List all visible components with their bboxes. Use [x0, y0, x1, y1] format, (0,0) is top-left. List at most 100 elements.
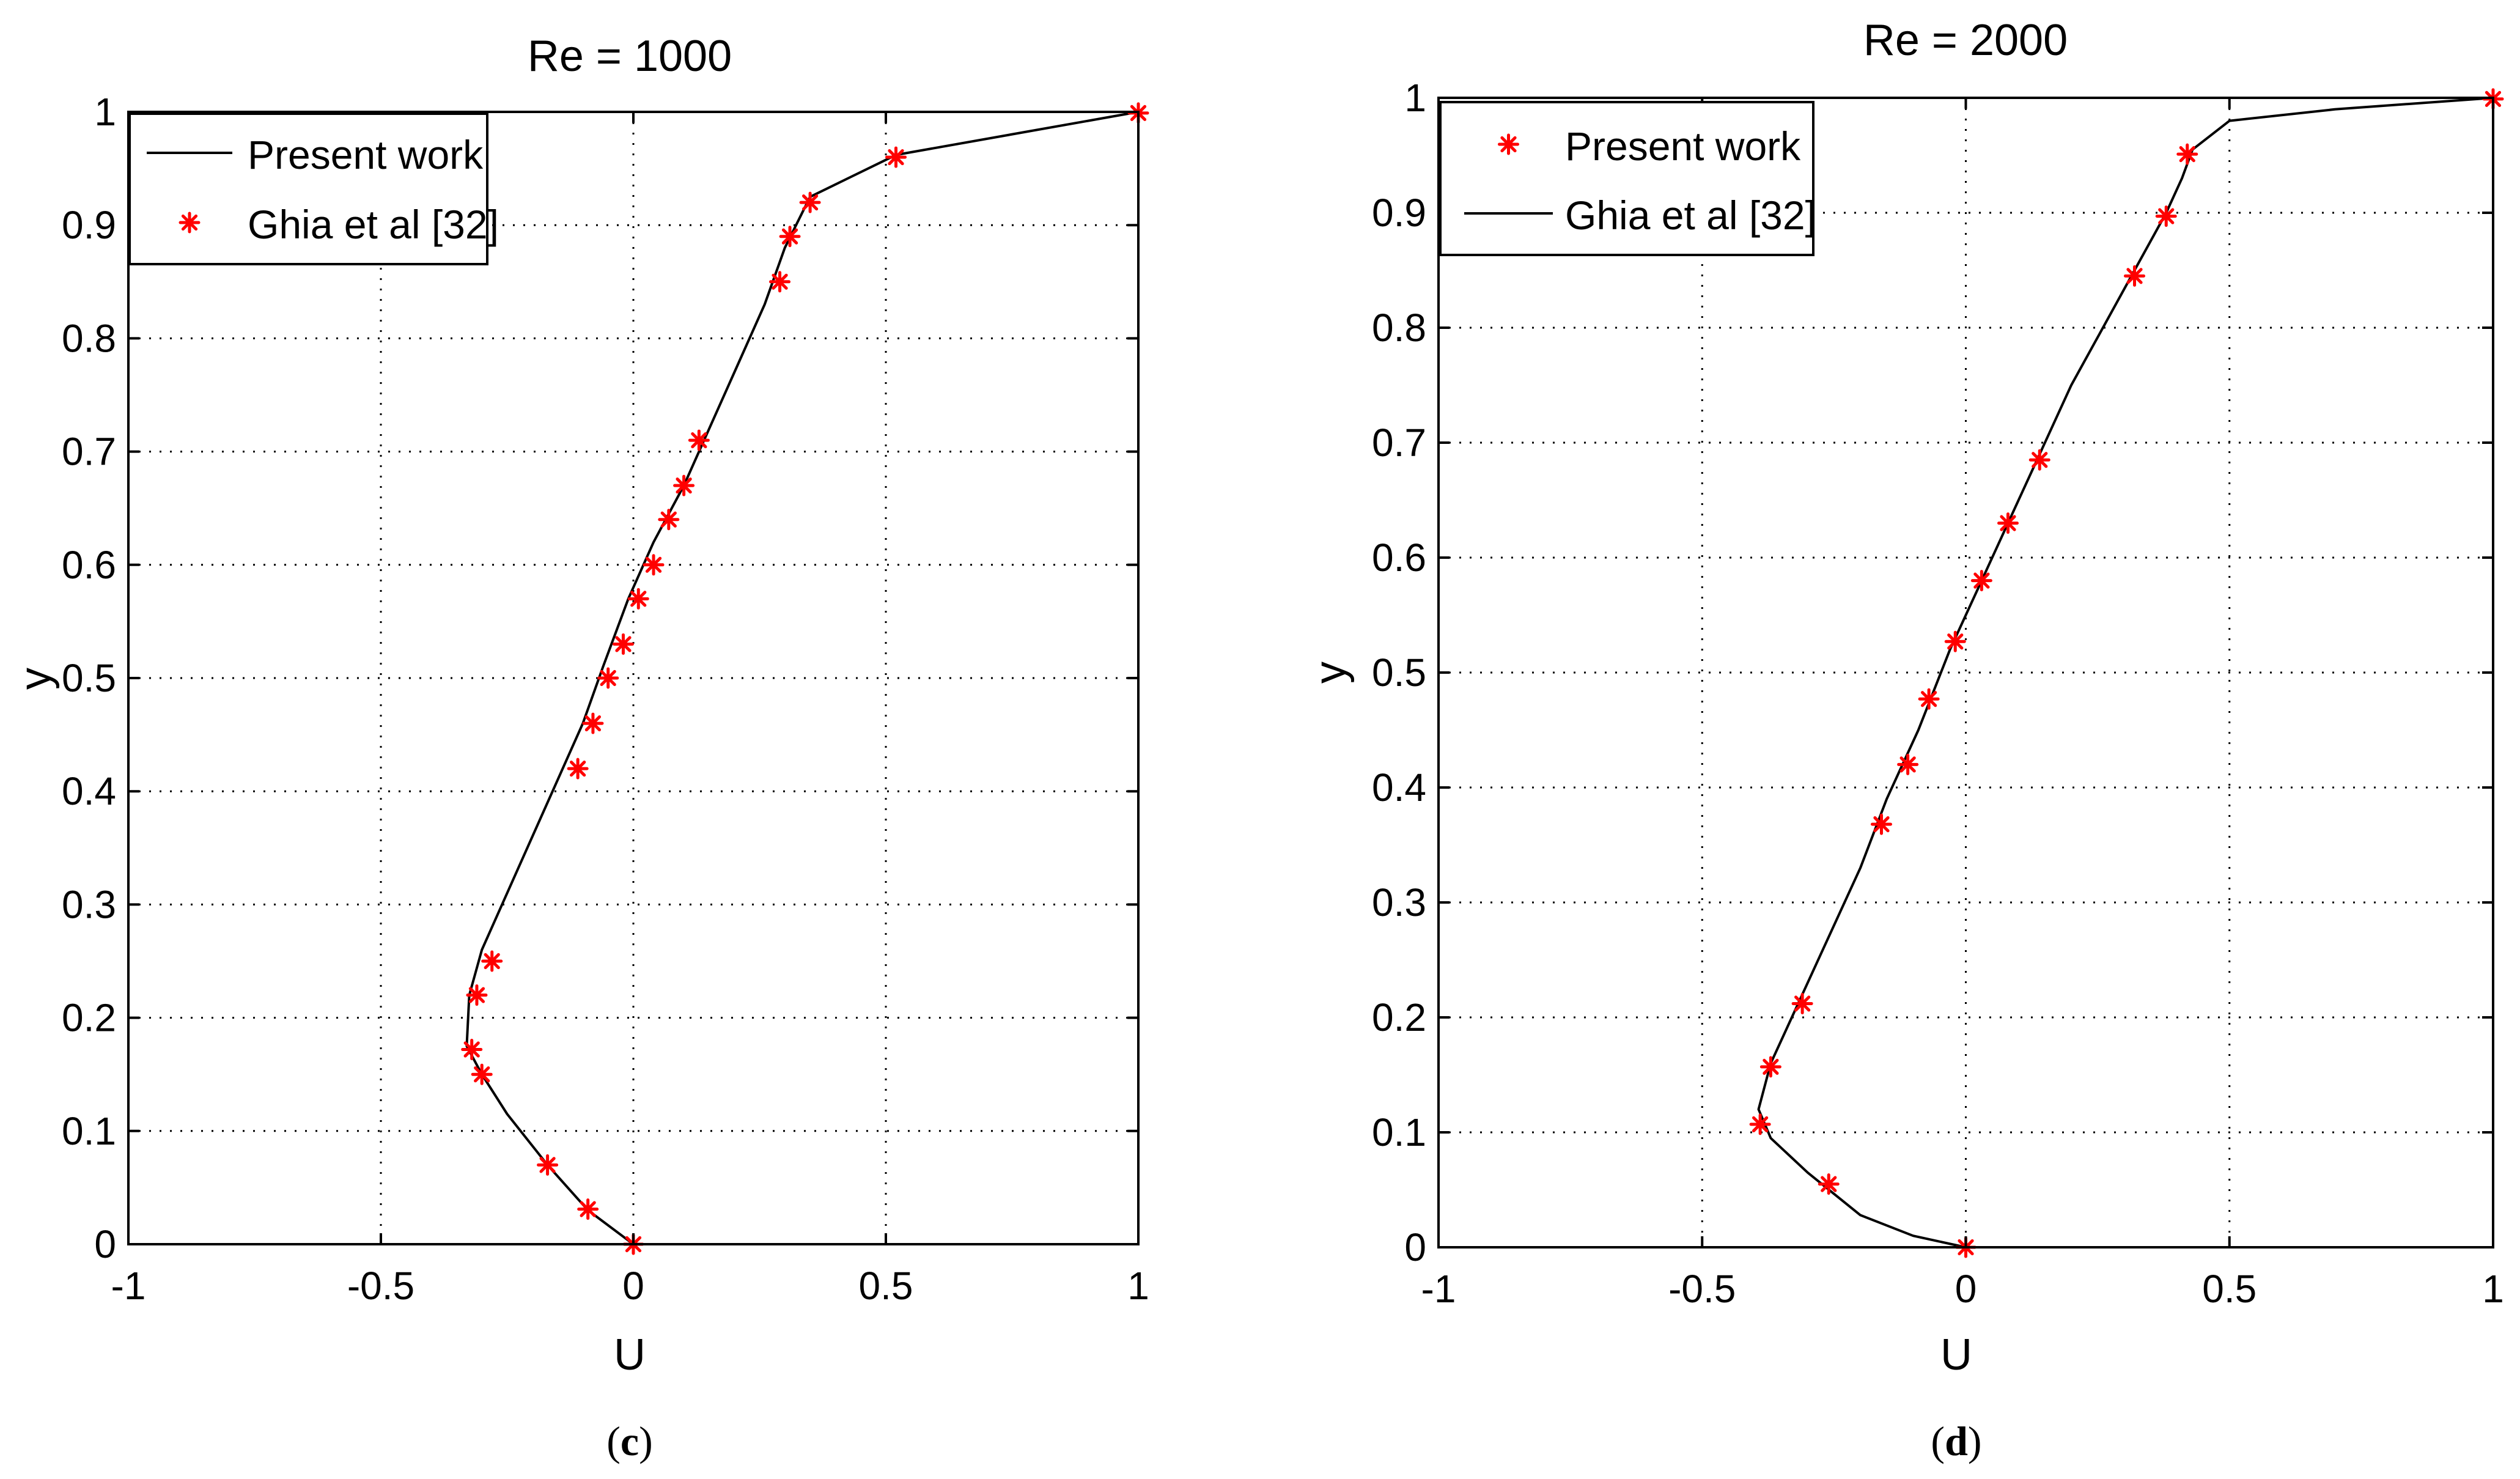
- star-stroke: [1752, 1116, 1769, 1132]
- y-tick-label: 0.2: [62, 996, 116, 1040]
- data-point-star: [643, 554, 665, 576]
- x-tick-label: 0.5: [859, 1264, 913, 1308]
- x-tick-label: 0: [1955, 1267, 1977, 1311]
- star-stroke: [600, 669, 616, 687]
- x-tick-labels: -1 -0.5 0 0.5 1: [111, 1264, 1149, 1308]
- y-tick-label: 0.1: [62, 1109, 116, 1153]
- legend-box: [1439, 101, 1814, 256]
- y-tick-label: 0.4: [1372, 765, 1426, 810]
- plot-area: [128, 112, 1138, 1244]
- chart-title: Re = 2000: [1863, 16, 2068, 65]
- star-stroke: [1821, 1176, 1837, 1192]
- y-tick-label: 1: [1404, 76, 1426, 120]
- star-stroke: [2179, 146, 2195, 163]
- star-stroke: [676, 478, 692, 494]
- star-stroke: [463, 1041, 480, 1058]
- y-tick-label: 0.7: [1372, 421, 1426, 465]
- data-point-star: [1818, 1173, 1840, 1195]
- line-series-group: [1757, 97, 2494, 1248]
- x-tick-label: -1: [1421, 1267, 1456, 1311]
- star-stroke: [484, 953, 500, 970]
- chart-title: Re = 1000: [528, 32, 732, 81]
- series-line: [1757, 97, 2494, 1248]
- x-tick-label: 1: [1127, 1264, 1149, 1308]
- data-point-star: [461, 1038, 483, 1060]
- x-tick-label: 0.5: [2202, 1267, 2257, 1311]
- legend-label: Ghia et al [32]: [1565, 193, 1816, 238]
- y-tick-label: 0.1: [1372, 1110, 1426, 1154]
- star-stroke: [660, 511, 677, 528]
- data-point-star: [597, 667, 619, 689]
- star-stroke: [1873, 816, 1890, 833]
- star-stroke: [888, 149, 904, 166]
- star-stroke: [2126, 268, 2143, 284]
- star-stroke: [772, 273, 788, 290]
- legend-label: Present work: [248, 132, 484, 177]
- legend-box: [128, 112, 488, 265]
- x-tick-label: -1: [111, 1264, 146, 1308]
- star-stroke: [1973, 572, 1990, 589]
- legend-marker-swatch: [179, 212, 201, 234]
- star-stroke: [181, 214, 198, 231]
- y-axis-label: y: [11, 668, 60, 690]
- y-tick-label: 0.9: [1372, 191, 1426, 235]
- star-stroke: [468, 987, 485, 1003]
- y-tick-label: 0.8: [1372, 306, 1426, 350]
- marker-series-group: [1749, 88, 2504, 1258]
- data-point-star: [2176, 143, 2198, 165]
- x-tick-label: -0.5: [347, 1264, 414, 1308]
- star-stroke: [2032, 452, 2048, 468]
- star-stroke: [1947, 633, 1964, 650]
- y-tick-label: 0.5: [62, 656, 116, 700]
- y-tick-label: 0.2: [1372, 995, 1426, 1039]
- star-stroke: [615, 636, 632, 652]
- data-point-star: [1997, 512, 2019, 534]
- star-stroke: [584, 715, 602, 732]
- star-stroke: [1921, 691, 1937, 707]
- panel-label: d: [1945, 1418, 1968, 1464]
- x-tick-label: -0.5: [1668, 1267, 1736, 1311]
- data-point-star: [481, 950, 503, 972]
- legend: Present work Ghia et al [32]: [128, 112, 499, 265]
- star-stroke: [630, 591, 647, 607]
- star-stroke: [580, 1201, 596, 1217]
- data-point-star: [769, 271, 791, 293]
- data-point-star: [577, 1198, 599, 1220]
- legend-entry: Ghia et al [32]: [1464, 193, 1816, 238]
- gridlines: [128, 112, 1138, 1244]
- star-stroke: [474, 1066, 490, 1083]
- data-point-star: [658, 509, 680, 531]
- data-point-star: [1759, 1056, 1781, 1078]
- star-stroke: [1500, 136, 1517, 153]
- data-point-star: [1944, 630, 1966, 652]
- star-stroke: [570, 761, 586, 777]
- star-stroke: [781, 228, 798, 245]
- x-tick-label: 0: [622, 1264, 644, 1308]
- legend-entry: Present work: [147, 132, 484, 177]
- data-point-star: [567, 758, 589, 780]
- star-stroke: [1794, 995, 1811, 1012]
- y-tick-label: 1: [94, 90, 116, 134]
- data-point-star: [2028, 449, 2050, 471]
- data-point-star: [1871, 813, 1892, 835]
- legend-entry: Ghia et al [32]: [179, 202, 499, 247]
- data-point-star: [1897, 753, 1919, 775]
- legend-label: Ghia et al [32]: [248, 202, 499, 247]
- y-tick-label: 0.6: [1372, 536, 1426, 580]
- data-point-star: [1791, 992, 1813, 1014]
- marker-series-group: [461, 102, 1149, 1255]
- y-tick-label: 0.5: [1372, 651, 1426, 695]
- data-point-star: [1749, 1113, 1771, 1135]
- tick-marks: [1437, 97, 2494, 1248]
- y-tick-label: 0.3: [62, 882, 116, 926]
- gridlines: [1439, 98, 2493, 1247]
- legend: Present work Ghia et al [32]: [1439, 101, 1816, 256]
- star-stroke: [1899, 756, 1916, 773]
- y-tick-label: 0: [94, 1222, 116, 1266]
- y-tick-label: 0: [1404, 1225, 1426, 1269]
- data-point-star: [673, 474, 695, 496]
- y-tick-labels: 0 0.1 0.2 0.3 0.4 0.5 0.6 0.7 0.8 0.9 1: [1372, 76, 1426, 1269]
- y-tick-labels: 0 0.1 0.2 0.3 0.4 0.5 0.6 0.7 0.8 0.9 1: [62, 90, 116, 1266]
- y-tick-label: 0.9: [62, 203, 116, 247]
